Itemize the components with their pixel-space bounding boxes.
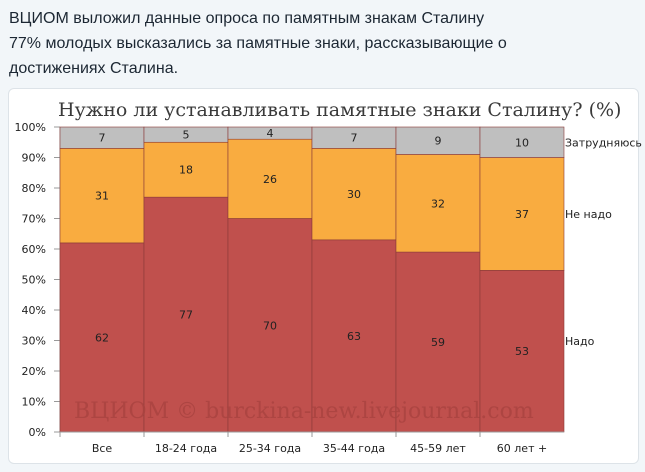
- tweet-line: достижениях Сталина.: [9, 60, 179, 77]
- bar-segment: [395, 251, 481, 433]
- legend-label: Надо: [565, 335, 595, 348]
- bar-segment: [311, 148, 397, 241]
- bar-segment: [311, 239, 397, 433]
- data-label: 7: [351, 132, 358, 145]
- x-tick-label: 25-34 года: [239, 442, 301, 455]
- data-label: 53: [515, 345, 529, 358]
- y-tick-label: 0%: [29, 426, 46, 439]
- bar-segment: [143, 141, 229, 198]
- data-label: 32: [431, 197, 445, 210]
- watermark: ВЦИОМ © burckina-new.livejournal.com: [74, 399, 534, 424]
- bar-segment: [395, 154, 481, 253]
- data-label: 31: [95, 190, 109, 203]
- data-label: 59: [431, 336, 445, 349]
- y-tick-label: 80%: [22, 182, 46, 195]
- data-label: 30: [347, 188, 361, 201]
- data-label: 37: [515, 208, 529, 221]
- bar-segment: [479, 157, 565, 271]
- legend-label: Затрудняюсь: [565, 136, 642, 149]
- data-label: 9: [435, 135, 442, 148]
- x-tick-label: 60 лет +: [497, 442, 547, 455]
- bar-segment: [59, 242, 145, 433]
- y-tick-label: 70%: [22, 213, 46, 226]
- x-tick-label: 18-24 года: [155, 442, 217, 455]
- y-tick-label: 90%: [22, 152, 46, 165]
- data-label: 70: [263, 319, 277, 332]
- tweet-line: ВЦИОМ выложил данные опроса по памятным …: [9, 10, 485, 27]
- data-label: 10: [515, 136, 529, 149]
- tweet-text: ВЦИОМ выложил данные опроса по памятным …: [9, 6, 634, 81]
- data-label: 4: [267, 127, 274, 140]
- bar-segment: [59, 148, 145, 244]
- data-label: 62: [95, 331, 109, 344]
- bar-segment: [479, 270, 565, 433]
- data-label: 26: [263, 173, 277, 186]
- chart-title: Нужно ли устанавливать памятные знаки Ст…: [58, 99, 621, 121]
- bar-segment: [479, 126, 565, 158]
- y-tick-label: 10%: [22, 396, 46, 409]
- x-tick-label: 45-59 лет: [410, 442, 466, 455]
- y-tick-label: 50%: [22, 274, 46, 287]
- y-tick-label: 30%: [22, 335, 46, 348]
- data-label: 77: [179, 309, 193, 322]
- bar-segment: [227, 138, 313, 219]
- legend-label: Не надо: [565, 208, 612, 221]
- tweet-line: 77% молодых высказались за памятные знак…: [9, 35, 507, 52]
- data-label: 18: [179, 164, 193, 177]
- y-tick-label: 20%: [22, 365, 46, 378]
- y-tick-label: 100%: [15, 121, 46, 134]
- x-tick-label: 35-44 года: [323, 442, 385, 455]
- data-label: 63: [347, 330, 361, 343]
- y-tick-label: 40%: [22, 304, 46, 317]
- y-tick-label: 60%: [22, 243, 46, 256]
- data-label: 7: [99, 132, 106, 145]
- x-tick-label: Все: [92, 442, 113, 455]
- data-label: 5: [183, 129, 190, 142]
